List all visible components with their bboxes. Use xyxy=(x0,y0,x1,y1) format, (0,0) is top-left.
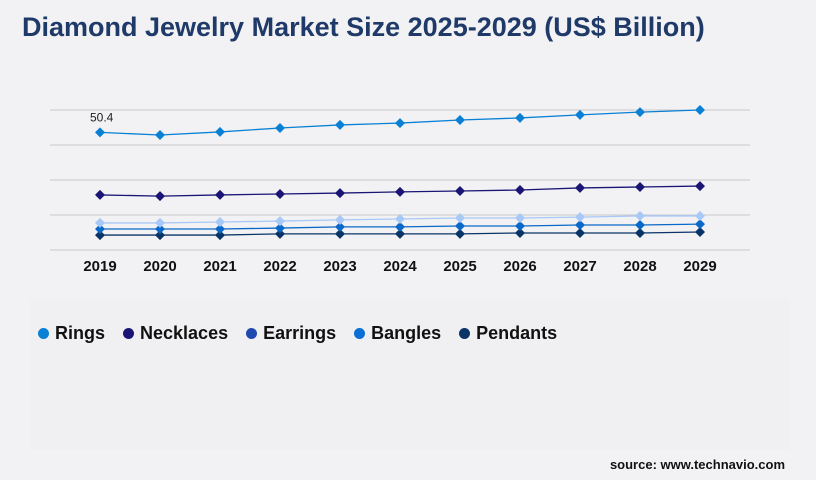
legend-item-bangles: Bangles xyxy=(354,323,441,344)
data-point-pendants xyxy=(335,228,345,239)
data-point-pendants xyxy=(635,227,645,238)
data-point-pendants xyxy=(275,228,285,239)
data-point-bangles xyxy=(575,220,585,231)
data-point-bangles xyxy=(215,224,225,234)
data-point-earrings xyxy=(695,210,705,221)
data-point-bangles xyxy=(335,221,345,232)
legend-item-earrings: Earrings xyxy=(246,323,336,344)
legend-label: Necklaces xyxy=(140,323,229,343)
legend-marker-icon xyxy=(123,328,135,339)
x-tick-label: 2028 xyxy=(623,258,656,275)
data-point-pendants xyxy=(455,228,465,239)
x-tick-label: 2023 xyxy=(323,258,356,275)
legend-item-rings: Rings xyxy=(38,323,105,344)
legend-marker-icon xyxy=(459,328,471,339)
legend-label: Rings xyxy=(55,323,106,343)
data-point-necklaces xyxy=(455,185,465,196)
data-point-earrings xyxy=(275,216,285,227)
legend-label: Pendants xyxy=(476,323,558,343)
data-point-earrings xyxy=(455,213,465,224)
data-point-rings xyxy=(695,105,705,115)
legend-panel xyxy=(30,300,790,450)
legend-marker-icon xyxy=(246,328,258,339)
data-point-rings xyxy=(635,107,645,118)
data-point-necklaces xyxy=(95,189,105,200)
data-point-rings xyxy=(215,126,225,137)
legend-marker-icon xyxy=(354,328,366,339)
source-note: source: www.technavio.com xyxy=(609,457,785,472)
line-chart: 2019 2020 2021 2022 2023 2024 2025 2026 2027 2028… xyxy=(50,105,750,275)
legend-item-necklaces: Necklaces xyxy=(123,323,228,344)
data-point-earrings xyxy=(335,214,345,225)
data-point-rings xyxy=(515,112,525,123)
x-tick-label: 2029 xyxy=(683,258,716,275)
x-tick-label: 2027 xyxy=(563,258,596,275)
data-point-necklaces xyxy=(635,182,645,192)
data-point-earrings xyxy=(155,217,165,228)
data-point-bangles xyxy=(515,220,525,231)
data-point-bangles xyxy=(155,224,165,234)
data-point-necklaces xyxy=(695,181,705,192)
data-point-earrings xyxy=(575,212,585,223)
data-point-rings xyxy=(395,118,405,129)
data-point-earrings xyxy=(635,210,645,221)
data-point-earrings xyxy=(95,217,105,228)
data-point-pendants xyxy=(515,227,525,238)
x-tick-label: 2020 xyxy=(143,258,176,275)
data-point-necklaces xyxy=(155,191,165,202)
data-point-bangles xyxy=(395,221,405,232)
legend-label: Earrings xyxy=(263,323,337,343)
x-tick-label: 2024 xyxy=(383,258,417,275)
data-point-bangles xyxy=(695,219,705,230)
data-point-earrings xyxy=(215,217,225,227)
data-point-pendants xyxy=(215,230,225,241)
data-point-bangles xyxy=(635,220,645,231)
data-point-pendants xyxy=(395,228,405,239)
data-point-bangles xyxy=(275,223,285,234)
data-point-necklaces xyxy=(335,188,345,199)
data-point-rings xyxy=(95,127,105,138)
x-tick-label: 2021 xyxy=(203,258,236,275)
data-label: 50.4 xyxy=(90,110,114,124)
x-tick-label: 2019 xyxy=(83,258,116,275)
x-tick-label: 2026 xyxy=(503,258,536,275)
data-point-pendants xyxy=(695,227,705,238)
data-point-rings xyxy=(335,119,345,130)
data-point-pendants xyxy=(155,230,165,241)
legend: Rings Necklaces Earrings Bangles Pendants xyxy=(38,323,557,344)
data-point-bangles xyxy=(455,220,465,231)
data-point-earrings xyxy=(395,213,405,224)
chart-title: Diamond Jewelry Market Size 2025-2029 (U… xyxy=(22,12,705,42)
data-point-bangles xyxy=(95,224,105,234)
data-point-necklaces xyxy=(515,185,525,196)
data-point-pendants xyxy=(95,230,105,241)
data-point-necklaces xyxy=(215,189,225,200)
data-point-pendants xyxy=(575,227,585,238)
data-point-necklaces xyxy=(275,189,285,199)
data-point-necklaces xyxy=(575,182,585,193)
legend-marker-icon xyxy=(38,328,49,339)
data-point-rings xyxy=(275,122,285,133)
data-point-necklaces xyxy=(395,186,405,197)
data-point-rings xyxy=(575,109,585,120)
x-tick-label: 2022 xyxy=(263,258,296,275)
data-point-rings xyxy=(455,115,465,126)
data-point-earrings xyxy=(515,213,525,224)
data-point-rings xyxy=(155,129,165,140)
x-tick-label: 2025 xyxy=(443,258,476,275)
legend-label: Bangles xyxy=(371,323,442,343)
legend-item-pendants: Pendants xyxy=(459,323,557,344)
